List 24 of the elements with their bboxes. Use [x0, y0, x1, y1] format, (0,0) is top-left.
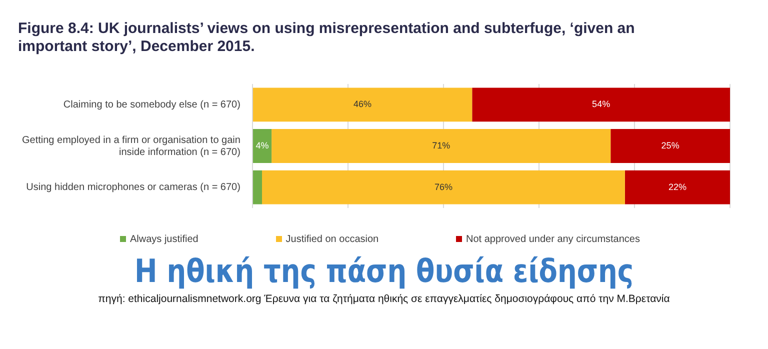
data-label: 76% — [434, 182, 452, 192]
data-label: 46% — [354, 99, 372, 110]
bar — [252, 129, 272, 163]
bar — [252, 170, 262, 204]
bar — [624, 170, 730, 204]
data-label: 22% — [668, 182, 686, 192]
y-tick-label: Claiming to be somebody else (n = 670) — [63, 99, 240, 110]
legend-label: Justified on occasion — [286, 234, 379, 245]
data-label: 25% — [661, 140, 680, 150]
chart-title: Figure 8.4: UK journalists’ views on using misrepresentation and subterfuge, ‘given an important story’, December 2015. — [18, 20, 636, 56]
legend-label: Not approved under any circumstances — [466, 234, 640, 245]
y-tick-label: Using hidden microphones or cameras (n = 670) — [26, 182, 240, 194]
bar — [610, 129, 730, 163]
y-tick-label: Getting employed in a firm or organisation to gain inside information (n = 670) — [22, 134, 240, 158]
bar — [272, 129, 611, 163]
text: Η ηθική της πάση θυσία είδησης — [133, 252, 635, 290]
bar — [472, 88, 730, 122]
data-label: 4% — [256, 140, 269, 150]
legend-label: Always justified — [130, 234, 198, 245]
data-label: 71% — [432, 140, 450, 150]
bar — [252, 88, 472, 122]
bar — [262, 170, 625, 204]
data-label: 54% — [592, 99, 610, 110]
text: πηγή: ethicaljournalismnetwork.org Έρευνα για τα ζητήματα ηθικής σε επαγγελματίες δημοσιογράφους από την Μ.Βρετανία — [97, 293, 671, 305]
